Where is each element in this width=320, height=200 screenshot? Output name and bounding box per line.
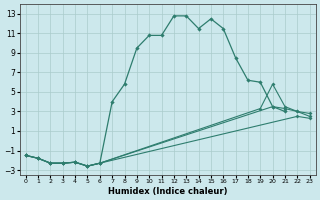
X-axis label: Humidex (Indice chaleur): Humidex (Indice chaleur): [108, 187, 228, 196]
